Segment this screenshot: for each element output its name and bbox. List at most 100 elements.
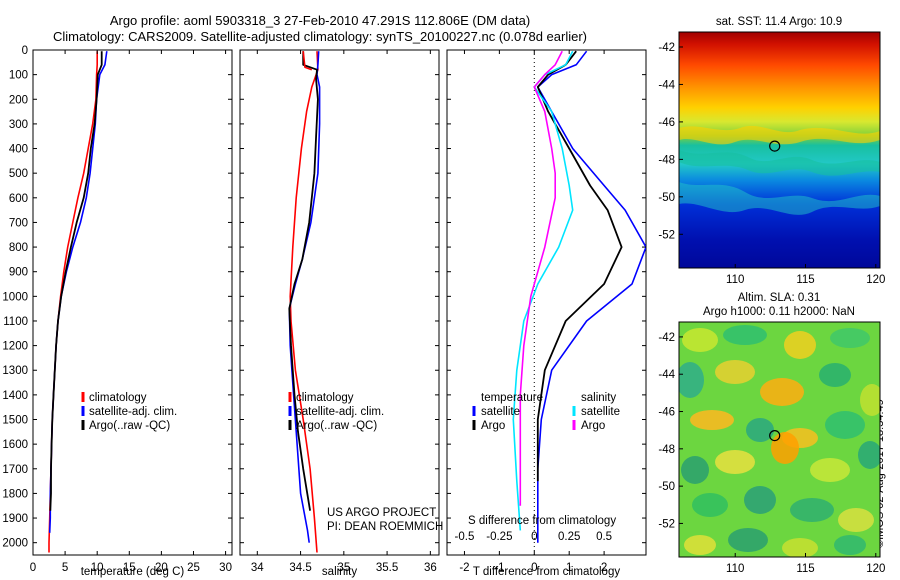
argo-position-marker [769,430,781,442]
secondary-x-tick-label: -0.25 [486,531,512,543]
salinity-axes-frame [239,49,440,556]
map-y-tick-label: -52 [658,518,675,530]
map-x-tick-label: 120 [866,563,885,575]
y-tick-label: 1900 [2,513,28,525]
figure-title-line1: Argo profile: aoml 5903318_3 27-Feb-2010… [109,13,531,28]
y-tick-label: 1200 [2,341,28,353]
y-tick-label: 0 [22,45,28,57]
sla-anomaly-blob [744,486,776,514]
sst-map-frame [678,31,881,269]
x-tick-label: 5 [62,562,68,574]
legend-label: Argo(..raw -QC) [296,420,377,432]
x-axis-label: T difference from climatology [473,566,620,578]
y-tick-label: 1400 [2,390,28,402]
legend-label: satellite-adj. clim. [89,406,177,418]
sla-anomaly-blob [679,362,704,398]
legend-title-salinity: salinity [581,392,616,404]
y-tick-label: 400 [9,144,28,156]
map-y-tick-label: -52 [658,229,675,241]
map-y-tick-label: -46 [658,407,675,419]
sla-anomaly-blob [838,508,874,532]
y-tick-label: 100 [9,70,28,82]
sst-front-texture [679,125,880,145]
sst-map-panel: sat. SST: 11.4 Argo: 10.9 110 115 120 -42 -4… [658,16,885,286]
y-tick-label: 600 [9,193,28,205]
y-tick-label: 200 [9,94,28,106]
legend-label: Argo [581,420,605,432]
map-y-tick-label: -50 [658,481,675,493]
y-tick-label: 1700 [2,464,28,476]
sla-anomaly-blob [682,328,718,352]
x-tick-label: 0 [531,562,537,574]
legend-label: satellite-adj. clim. [296,406,384,418]
sst-front-texture-3 [679,182,880,215]
secondary-x-tick-label: -0.5 [455,531,475,543]
sla-anomaly-blob [715,360,755,384]
sla-map-frame [678,321,881,558]
map-x-tick-label: 115 [796,563,814,575]
sla-anomaly-blob [810,458,850,482]
difference-panel: -2 -1 0 1 2T difference from climatology S di… [446,49,647,578]
y-tick-label: 1100 [3,316,28,328]
legend-label: Argo(..raw -QC) [89,420,170,432]
argo-position-marker [769,140,781,152]
y-tick-label: 700 [9,217,28,229]
legend-title-temperature: temperature [481,392,543,404]
sla-anomaly-blob [692,493,728,517]
map-y-tick-label: -48 [658,154,675,166]
temperature-axes-frame [32,49,233,556]
sla-anomaly-blob [771,432,799,464]
map-y-tick-label: -48 [658,444,675,456]
sla-anomaly-blob [784,331,816,359]
sla-anomaly-blob [684,535,716,555]
y-tick-label: 2000 [2,538,28,550]
sla-anomaly-blob [746,418,774,442]
y-tick-label: 900 [9,267,28,279]
sla-anomaly-blob [825,411,865,439]
series-line-segment [302,51,313,71]
legend-label: satellite [581,406,620,418]
x-tick-label: 20 [155,562,168,574]
map-y-tick-label: -42 [658,42,675,54]
legend-label: Argo [481,420,505,432]
x-axis-label: temperature (deg C) [81,566,185,578]
y-tick-label: 1800 [2,488,28,500]
series-line-argo-temperature [536,50,623,482]
map-y-tick-label: -42 [658,332,675,344]
sla-anomaly-blob [728,528,768,552]
sst-map-title: sat. SST: 11.4 Argo: 10.9 [716,16,842,28]
sla-anomaly-blob [819,363,851,387]
y-tick-label: 500 [9,168,28,180]
sla-anomaly-blob [690,410,734,430]
map-x-tick-label: 110 [726,274,744,286]
series-line-climatology [289,51,319,553]
x-tick-label: 10 [91,562,104,574]
y-tick-label: 1500 [2,415,28,427]
x-tick-label: 2 [601,562,607,574]
sla-anomaly-blob [681,456,709,484]
x-tick-label: 34 [251,562,264,574]
sla-anomaly-blob [760,378,804,406]
x-tick-label: 0 [30,562,36,574]
map-x-tick-label: 110 [726,563,744,575]
y-tick-label: 1000 [2,291,28,303]
sla-anomaly-blob [782,538,818,557]
temperature-panel: 0 5 10 15 20 25 300100200300400500600700800900… [2,45,233,578]
series-line-argo-raw-qc- [49,51,103,511]
sst-front-texture-2 [679,150,880,176]
secondary-x-axis-label: S difference from climatology [468,515,616,527]
x-tick-label: -2 [459,562,469,574]
sla-anomaly-blob [723,325,767,345]
legend-label: climatology [89,392,147,404]
map-x-tick-label: 115 [796,274,814,286]
sla-anomaly-blob [834,535,866,555]
legend-label: climatology [296,392,354,404]
sla-anomaly-blob [858,441,880,469]
sst-heatmap [679,32,880,268]
series-line-argo-raw-qc- [288,51,319,511]
secondary-x-tick-label: 0.25 [558,531,580,543]
secondary-x-tick-label: 0.5 [596,531,612,543]
map-y-tick-label: -46 [658,117,675,129]
x-tick-label: 25 [187,562,200,574]
